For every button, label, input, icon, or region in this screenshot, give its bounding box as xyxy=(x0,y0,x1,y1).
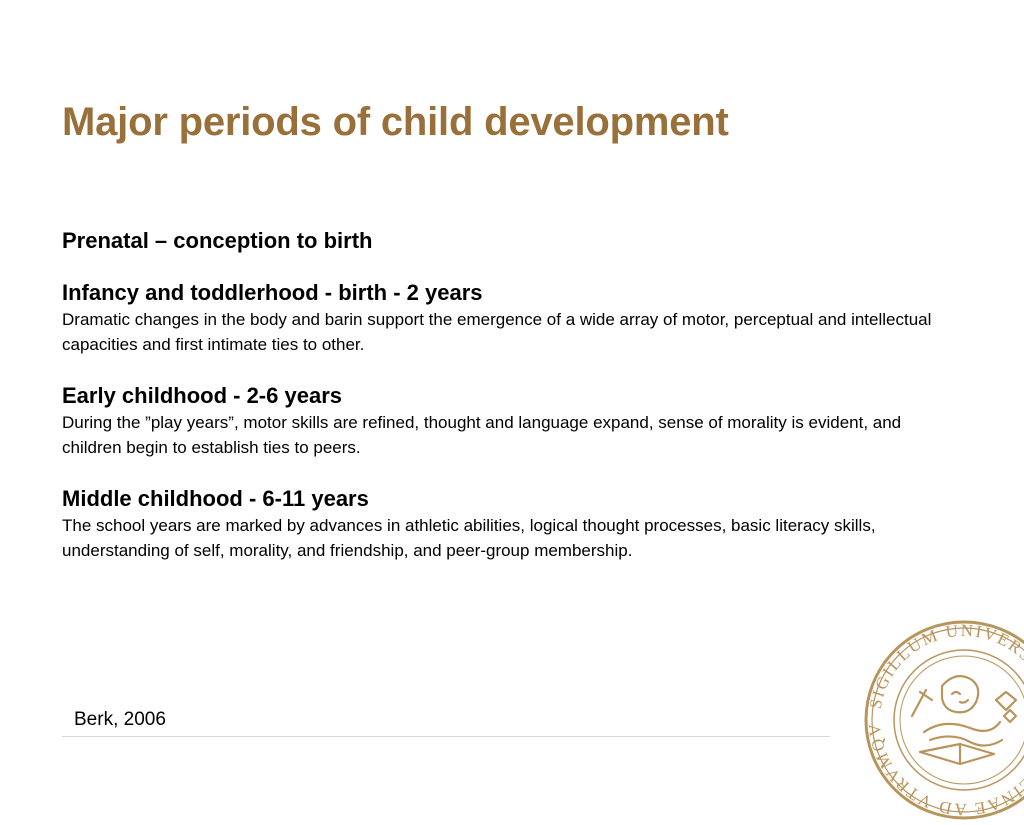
seal-legend: SIGILLUM UNIVERSITATIS CAROLINAE AD VTRV… xyxy=(858,605,1024,819)
section-infancy: Infancy and toddlerhood - birth - 2 year… xyxy=(62,280,942,357)
section-text: The school years are marked by advances … xyxy=(62,516,876,560)
slide: Major periods of child development Prena… xyxy=(62,100,1024,820)
section-early-childhood: Early childhood - 2-6 years During the ”… xyxy=(62,383,942,460)
slide-content: Prenatal – conception to birth Infancy a… xyxy=(62,228,942,589)
university-seal-icon: SIGILLUM UNIVERSITATIS CAROLINAE AD VTRV… xyxy=(858,605,1024,820)
footer-divider xyxy=(62,736,830,737)
svg-text:SIGILLUM UNIVERSITATIS CAROLIN: SIGILLUM UNIVERSITATIS CAROLINAE AD VTRV… xyxy=(864,620,1024,819)
section-text: Dramatic changes in the body and barin s… xyxy=(62,310,932,354)
section-text: During the ”play years”, motor skills ar… xyxy=(62,413,902,457)
section-heading: Early childhood - 2-6 years xyxy=(62,383,342,408)
section-heading: Middle childhood - 6-11 years xyxy=(62,486,369,511)
section-heading: Prenatal – conception to birth xyxy=(62,228,373,253)
section-heading: Infancy and toddlerhood - birth - 2 year… xyxy=(62,280,483,305)
seal-graphic: SIGILLUM UNIVERSITATIS CAROLINAE AD VTRV… xyxy=(858,605,1024,820)
section-prenatal: Prenatal – conception to birth xyxy=(62,228,942,254)
slide-title: Major periods of child development xyxy=(62,100,729,144)
citation: Berk, 2006 xyxy=(74,709,166,730)
section-middle-childhood: Middle childhood - 6-11 years The school… xyxy=(62,486,942,563)
